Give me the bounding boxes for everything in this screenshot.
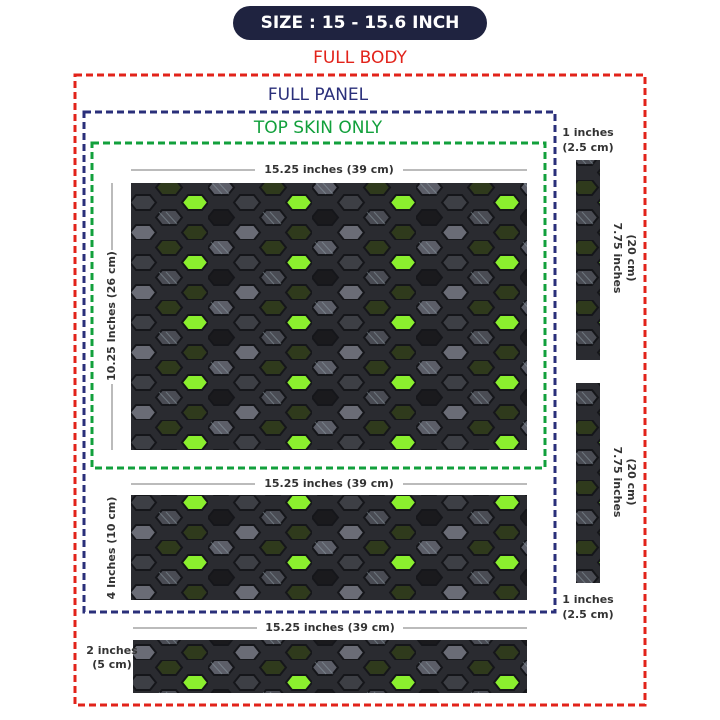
bottom-strip-skin <box>133 640 527 693</box>
bottom-height: (5 cm) <box>92 658 132 671</box>
side-width: 1 inches <box>562 593 614 606</box>
side-strip-skin <box>576 160 600 360</box>
side-width: 1 inches <box>562 126 614 139</box>
bottom-width: 15.25 inches (39 cm) <box>265 621 395 634</box>
size-badge <box>233 6 487 40</box>
full-body-label: FULL BODY <box>313 48 407 68</box>
palm-rest-skin <box>131 495 527 600</box>
top-skin-label: TOP SKIN ONLY <box>253 118 383 138</box>
full-body-frame <box>73 73 647 707</box>
palm-width: 15.25 inches (39 cm) <box>264 477 394 490</box>
size-text: SIZE : 15 - 15.6 INCH <box>261 13 460 33</box>
top-height: 10.25 Inches (26 cm) <box>105 251 118 381</box>
side-height: 7.75 inches <box>611 223 624 294</box>
side-height: (20 cm) <box>625 458 638 505</box>
bottom-height: 2 inches <box>86 644 138 657</box>
full-panel-frame <box>82 110 557 614</box>
side-strip-skin <box>576 383 600 583</box>
full-panel-label: FULL PANEL <box>268 85 369 105</box>
top-skin-frame <box>90 141 547 470</box>
side-height: 7.75 inches <box>611 447 624 518</box>
palm-height: 4 Inches (10 cm) <box>105 497 118 600</box>
top-panel-skin <box>131 183 527 450</box>
side-height: (20 cm) <box>625 234 638 281</box>
top-width: 15.25 inches (39 cm) <box>264 163 394 176</box>
side-width: (2.5 cm) <box>562 608 613 621</box>
side-width: (2.5 cm) <box>562 141 613 154</box>
